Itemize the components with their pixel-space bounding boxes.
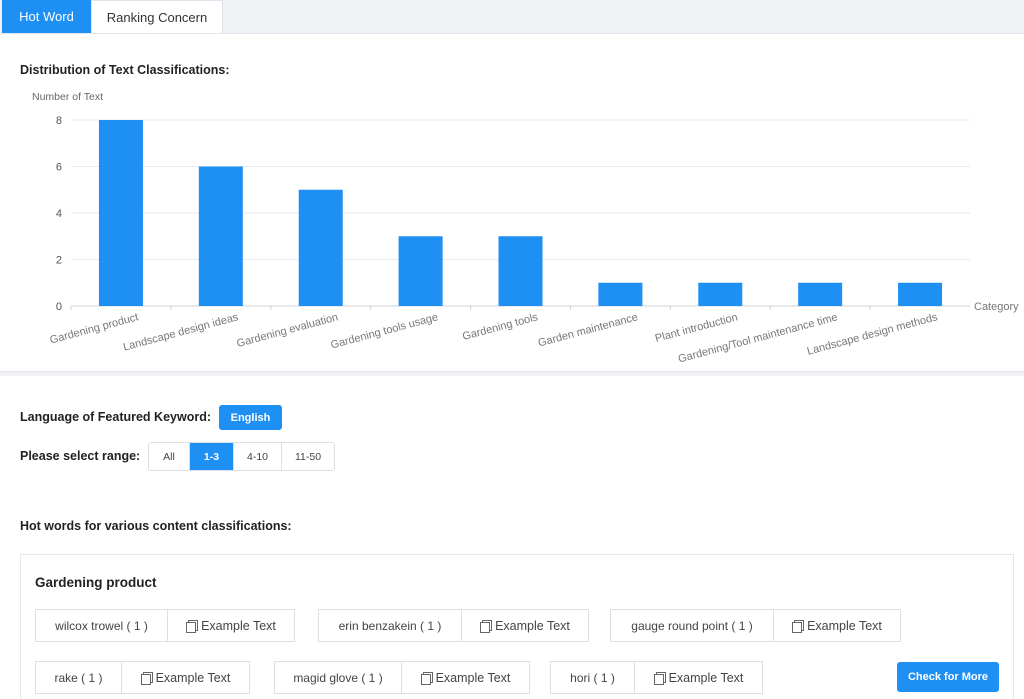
range-option-all[interactable]: All xyxy=(149,443,189,470)
check-for-more-button[interactable]: Check for More xyxy=(897,662,999,692)
hotword-text: magid glove ( 1 ) xyxy=(275,662,402,693)
x-tick-label: Landscape design ideas xyxy=(122,311,240,353)
chart-panel: Distribution of Text Classifications: Nu… xyxy=(0,34,1024,372)
range-option-1-3[interactable]: 1-3 xyxy=(189,443,233,470)
language-label: Language of Featured Keyword: xyxy=(20,410,211,424)
example-text-label: Example Text xyxy=(201,618,276,633)
example-text-label: Example Text xyxy=(495,618,570,633)
hotword-text: wilcox trowel ( 1 ) xyxy=(36,610,168,641)
bar xyxy=(498,236,543,306)
hotword-chip: gauge round point ( 1 ) Example Text xyxy=(610,609,901,642)
hotwords-title: Hot words for various content classifica… xyxy=(20,519,292,533)
bar xyxy=(598,282,643,306)
bar xyxy=(698,282,743,306)
tab-hot-word[interactable]: Hot Word xyxy=(2,0,91,33)
x-tick-label: Gardening evaluation xyxy=(235,311,339,350)
hotword-chip: rake ( 1 ) Example Text xyxy=(35,661,250,694)
hotword-chip: erin benzakein ( 1 ) Example Text xyxy=(318,609,589,642)
hotword-card: Gardening product wilcox trowel ( 1 ) Ex… xyxy=(20,554,1014,699)
tab-bar: Hot Word Ranking Concern xyxy=(0,0,1024,34)
example-text-button[interactable]: Example Text xyxy=(122,662,249,693)
range-option-11-50[interactable]: 11-50 xyxy=(281,443,334,470)
language-english-button[interactable]: English xyxy=(219,405,282,430)
range-label: Please select range: xyxy=(20,449,141,463)
document-icon xyxy=(653,672,666,685)
example-text-label: Example Text xyxy=(155,670,231,685)
hotword-chip: wilcox trowel ( 1 ) Example Text xyxy=(35,609,295,642)
y-tick-label: 6 xyxy=(56,162,62,174)
hotword-category-title: Gardening product xyxy=(35,575,157,590)
y-axis-label: Number of Text xyxy=(32,91,103,103)
bar xyxy=(798,282,843,306)
x-tick-label: Gardening tools xyxy=(461,311,540,343)
example-text-label: Example Text xyxy=(807,618,882,633)
hotword-text: hori ( 1 ) xyxy=(551,662,635,693)
example-text-label: Example Text xyxy=(668,670,744,685)
bar xyxy=(398,236,443,306)
y-tick-label: 8 xyxy=(56,115,62,127)
bar xyxy=(98,120,143,306)
example-text-button[interactable]: Example Text xyxy=(635,662,762,693)
example-text-button[interactable]: Example Text xyxy=(774,610,900,641)
example-text-label: Example Text xyxy=(435,670,511,685)
hotword-text: erin benzakein ( 1 ) xyxy=(319,610,462,641)
x-tick-label: Garden maintenance xyxy=(537,311,639,349)
hotword-text: rake ( 1 ) xyxy=(36,662,122,693)
bar xyxy=(898,282,943,306)
hotword-text: gauge round point ( 1 ) xyxy=(611,610,774,641)
document-icon xyxy=(792,620,805,633)
y-tick-label: 4 xyxy=(56,208,62,220)
x-axis-label: Category xyxy=(974,301,1019,313)
x-tick-label: Gardening tools usage xyxy=(329,311,439,351)
example-text-button[interactable]: Example Text xyxy=(402,662,529,693)
section-divider xyxy=(0,372,1024,376)
range-selector: All 1-3 4-10 11-50 xyxy=(148,442,335,471)
hotword-chip: hori ( 1 ) Example Text xyxy=(550,661,763,694)
x-tick-label: Gardening/Tool maintenance time xyxy=(677,311,839,365)
chart-section-title: Distribution of Text Classifications: xyxy=(20,63,230,77)
document-icon xyxy=(140,672,153,685)
hotword-chip: magid glove ( 1 ) Example Text xyxy=(274,661,530,694)
document-icon xyxy=(480,620,493,633)
example-text-button[interactable]: Example Text xyxy=(462,610,588,641)
document-icon xyxy=(420,672,433,685)
example-text-button[interactable]: Example Text xyxy=(168,610,294,641)
tab-ranking-concern[interactable]: Ranking Concern xyxy=(91,0,223,33)
bar xyxy=(298,189,343,306)
y-tick-label: 0 xyxy=(56,301,62,313)
y-tick-label: 2 xyxy=(56,255,62,267)
bar xyxy=(198,166,243,306)
document-icon xyxy=(186,620,199,633)
range-option-4-10[interactable]: 4-10 xyxy=(233,443,281,470)
